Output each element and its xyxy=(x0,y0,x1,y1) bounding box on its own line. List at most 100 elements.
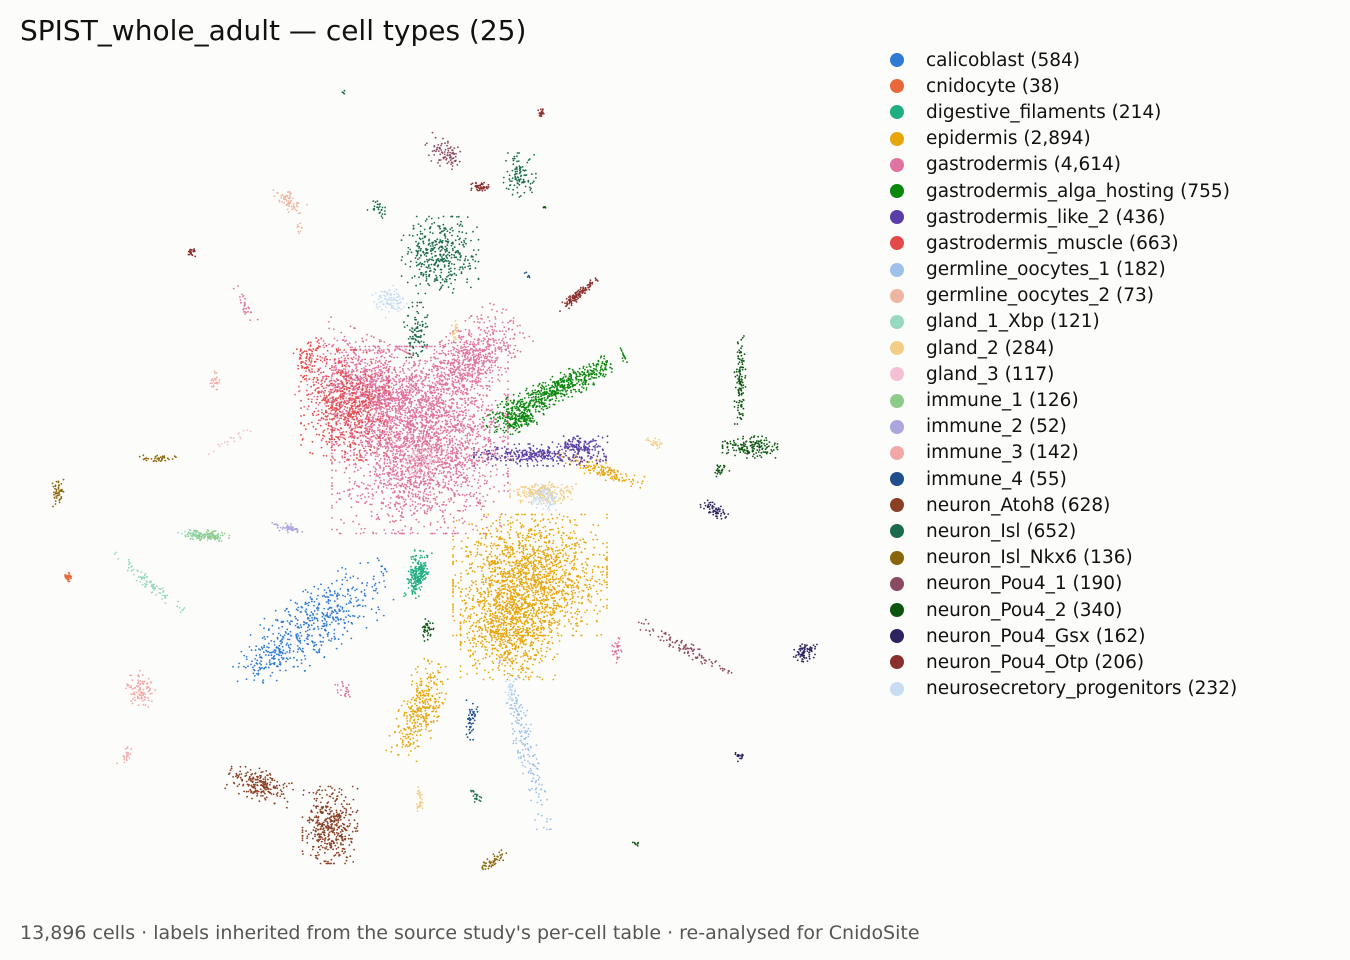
data-point xyxy=(507,475,509,478)
data-point xyxy=(473,448,475,451)
data-point xyxy=(389,365,391,368)
data-point xyxy=(453,491,455,494)
data-point xyxy=(390,386,393,388)
data-point xyxy=(486,346,488,348)
data-point xyxy=(298,385,300,388)
data-point xyxy=(348,493,351,496)
data-point xyxy=(514,355,516,358)
data-point xyxy=(473,353,475,356)
data-point xyxy=(232,287,235,290)
data-point xyxy=(427,413,429,416)
data-point xyxy=(345,359,347,362)
data-point xyxy=(378,460,381,462)
data-point xyxy=(456,376,459,379)
data-point xyxy=(440,426,443,428)
data-point xyxy=(297,390,300,393)
data-point xyxy=(445,459,447,462)
data-point xyxy=(343,490,345,493)
data-point xyxy=(506,472,508,475)
data-point xyxy=(475,399,478,402)
data-point xyxy=(452,615,454,618)
data-point xyxy=(421,399,423,401)
data-point xyxy=(469,424,471,426)
data-point xyxy=(436,521,439,523)
data-point xyxy=(413,425,416,428)
data-point xyxy=(441,457,444,460)
data-point xyxy=(418,459,421,461)
data-point xyxy=(490,535,493,538)
data-point xyxy=(461,427,464,429)
data-point xyxy=(450,489,453,491)
data-point xyxy=(341,405,343,408)
data-point xyxy=(462,462,464,464)
data-point xyxy=(336,689,339,691)
data-point xyxy=(332,369,335,372)
data-point xyxy=(476,370,479,372)
data-point xyxy=(345,351,347,354)
data-point xyxy=(418,403,421,406)
data-point xyxy=(392,491,394,494)
data-point xyxy=(341,410,344,413)
data-point xyxy=(398,401,400,404)
data-point xyxy=(477,450,479,452)
data-point xyxy=(507,431,509,434)
data-point xyxy=(483,451,485,454)
data-point xyxy=(436,444,439,446)
data-point xyxy=(402,370,404,372)
data-point xyxy=(376,386,379,389)
data-point xyxy=(471,570,474,573)
chart-title: SPIST_whole_adult — cell types (25) xyxy=(20,14,527,47)
data-point xyxy=(427,373,430,376)
data-point xyxy=(448,339,450,342)
data-point xyxy=(507,437,509,440)
data-point xyxy=(348,481,351,483)
data-point xyxy=(491,308,493,311)
data-point xyxy=(475,435,478,438)
data-point xyxy=(449,364,452,367)
data-point xyxy=(369,474,371,477)
data-point xyxy=(439,406,442,409)
data-point xyxy=(372,380,374,383)
data-point xyxy=(439,365,441,368)
data-point xyxy=(383,445,386,448)
data-point xyxy=(399,433,401,436)
data-point xyxy=(440,445,443,448)
data-point xyxy=(436,369,439,371)
data-point xyxy=(423,429,425,432)
data-point xyxy=(377,485,380,488)
data-point xyxy=(466,349,469,351)
data-point xyxy=(361,337,364,340)
data-point xyxy=(489,426,491,429)
data-point xyxy=(446,382,449,385)
data-point xyxy=(390,487,393,490)
data-point xyxy=(346,445,349,448)
data-point xyxy=(456,484,459,487)
data-point xyxy=(463,355,466,357)
data-point xyxy=(382,379,384,382)
data-point xyxy=(446,434,448,436)
data-point xyxy=(395,496,398,498)
data-point xyxy=(507,388,509,391)
data-point xyxy=(479,492,481,495)
data-point xyxy=(484,331,487,334)
data-point xyxy=(383,435,386,438)
data-point xyxy=(430,406,432,409)
data-point xyxy=(469,341,472,343)
data-point xyxy=(403,377,405,380)
data-point xyxy=(415,345,417,348)
data-point xyxy=(463,343,465,346)
data-point xyxy=(410,440,413,443)
data-point xyxy=(415,375,418,378)
data-point xyxy=(521,539,524,542)
data-point xyxy=(395,484,397,486)
data-point xyxy=(395,477,397,480)
data-point xyxy=(391,409,394,412)
data-point xyxy=(384,384,386,387)
data-point xyxy=(443,345,446,348)
data-point xyxy=(443,461,446,464)
data-point xyxy=(404,452,406,455)
data-point xyxy=(437,459,440,461)
data-point xyxy=(442,359,445,362)
data-point xyxy=(540,561,543,564)
data-point xyxy=(467,446,469,449)
